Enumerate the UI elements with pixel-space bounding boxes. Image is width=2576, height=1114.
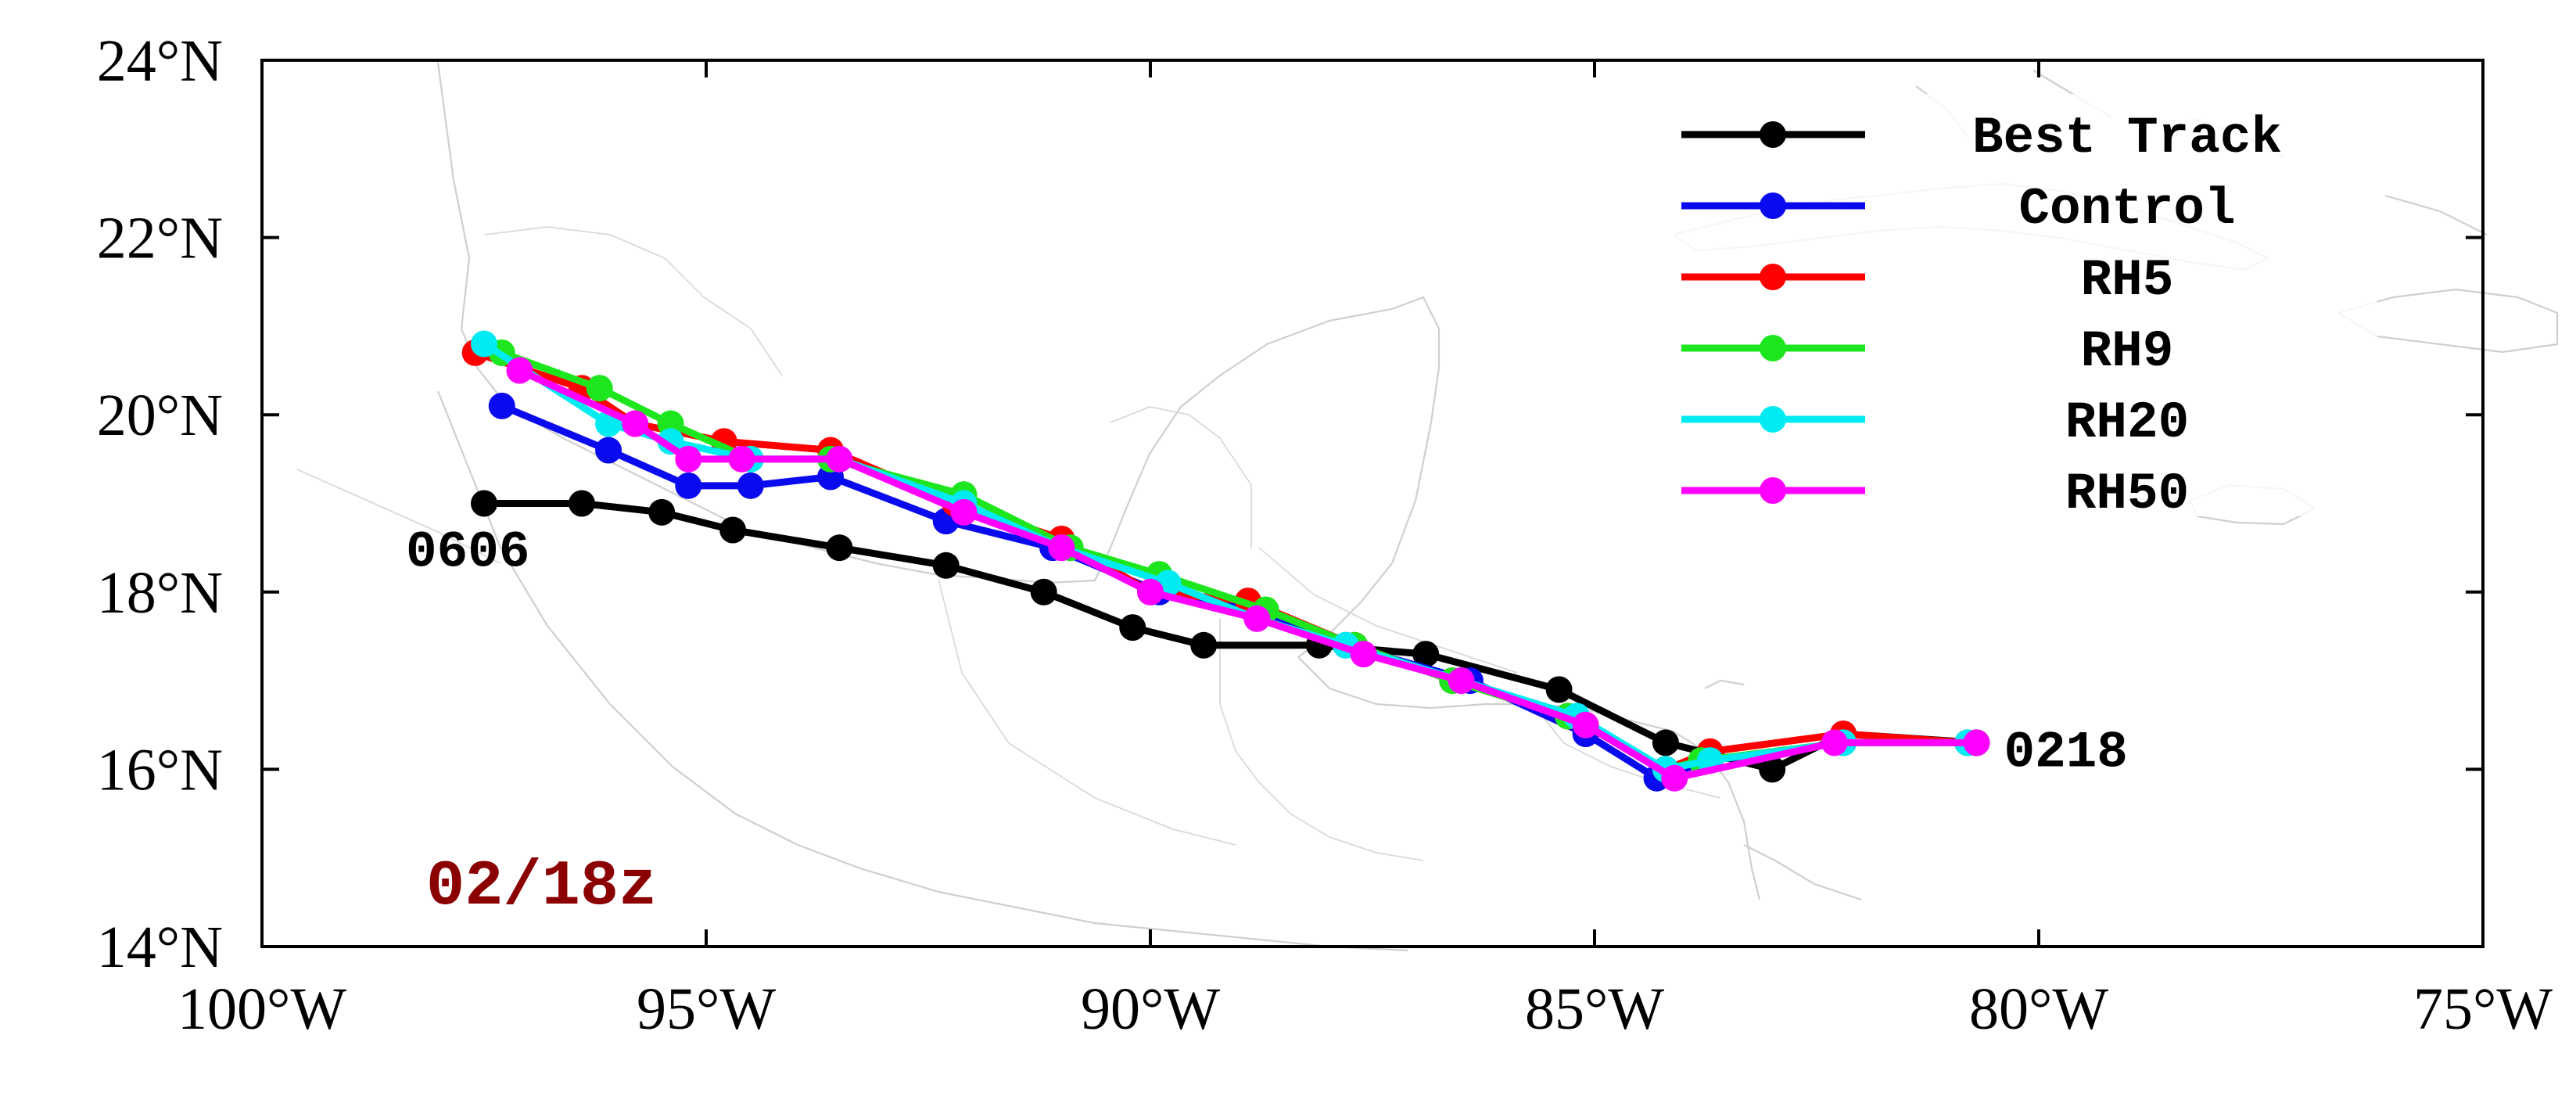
y-tick-label: 22°N: [97, 206, 223, 271]
legend-marker: [1760, 406, 1786, 433]
legend-label: RH20: [2065, 393, 2189, 452]
legend-marker: [1760, 335, 1786, 361]
track-point: [1448, 667, 1475, 695]
track-point: [586, 375, 613, 402]
legend-label: Control: [2018, 180, 2235, 239]
legend: Best Track Control RH5 RH9 RH20 RH50: [1681, 109, 2282, 523]
x-tick-label: 95°W: [637, 976, 776, 1042]
plot-frame: [260, 59, 2485, 948]
track-point: [488, 392, 515, 419]
legend-label: RH9: [2081, 322, 2174, 381]
track-point: [1137, 578, 1164, 606]
legend-item: Control: [1681, 180, 2236, 239]
track-point: [1119, 614, 1146, 641]
track-point: [1412, 641, 1440, 668]
legend-item: RH50: [1681, 465, 2189, 523]
track-point: [1030, 578, 1057, 606]
legend-item: RH9: [1681, 322, 2173, 381]
legend-box: [1658, 94, 2377, 516]
track-point: [1243, 605, 1271, 632]
track-point: [648, 498, 676, 526]
x-tick-label: 75°W: [2413, 976, 2553, 1042]
track-point: [622, 410, 649, 437]
track-point: [932, 552, 960, 579]
legend-item: Best Track: [1681, 109, 2282, 167]
track-point: [471, 330, 497, 358]
track-point: [675, 472, 702, 499]
x-tick-label: 80°W: [1969, 976, 2108, 1042]
track-annotations: 0606 0218: [406, 523, 2128, 782]
track-point: [1350, 641, 1377, 668]
track-point: [506, 357, 533, 384]
x-tick-label: 100°W: [178, 976, 346, 1042]
track-point: [1963, 729, 1990, 756]
track-point: [1190, 631, 1218, 659]
track-point: [471, 490, 497, 517]
track-rh50: [506, 357, 1990, 792]
legend-label: RH5: [2081, 251, 2174, 310]
track-point: [1661, 764, 1688, 792]
axis-ticks: 100°W 95°W 90°W 85°W 80°W 75°W 14°N 16°N 18°N 20°…: [97, 28, 2553, 1042]
track-point: [728, 445, 755, 473]
track-series: [461, 330, 1990, 792]
y-tick-label: 14°N: [97, 915, 223, 980]
track-line: [482, 340, 1968, 773]
track-point: [1821, 729, 1848, 756]
chart-title: 02/18z: [426, 850, 657, 923]
x-tick-label: 85°W: [1525, 976, 1664, 1042]
track-point: [826, 534, 853, 562]
legend-label: RH50: [2065, 465, 2189, 523]
legend-marker: [1760, 264, 1786, 290]
track-point: [1572, 711, 1599, 738]
track-point: [1545, 676, 1573, 703]
track-point: [826, 445, 853, 473]
x-tick-label: 90°W: [1081, 976, 1220, 1042]
legend-marker: [1760, 121, 1786, 148]
track-point: [1759, 756, 1786, 783]
track-label: 0218: [2004, 723, 2127, 782]
track-point: [595, 437, 622, 464]
y-tick-label: 20°N: [97, 383, 223, 448]
y-tick-label: 18°N: [97, 560, 223, 626]
track-point: [737, 472, 764, 499]
legend-item: RH5: [1681, 251, 2173, 310]
track-point: [719, 516, 747, 544]
legend-marker: [1760, 477, 1786, 504]
y-tick-label: 16°N: [97, 737, 223, 803]
track-point: [950, 498, 978, 526]
track-label: 0606: [406, 523, 529, 582]
legend-marker: [1760, 192, 1786, 219]
track-point: [1652, 729, 1679, 756]
legend-item: RH20: [1681, 393, 2189, 452]
legend-label: Best Track: [1972, 109, 2282, 167]
y-tick-label: 24°N: [97, 28, 223, 94]
track-point: [568, 490, 595, 517]
track-point: [1048, 534, 1075, 562]
track-point: [675, 445, 702, 473]
